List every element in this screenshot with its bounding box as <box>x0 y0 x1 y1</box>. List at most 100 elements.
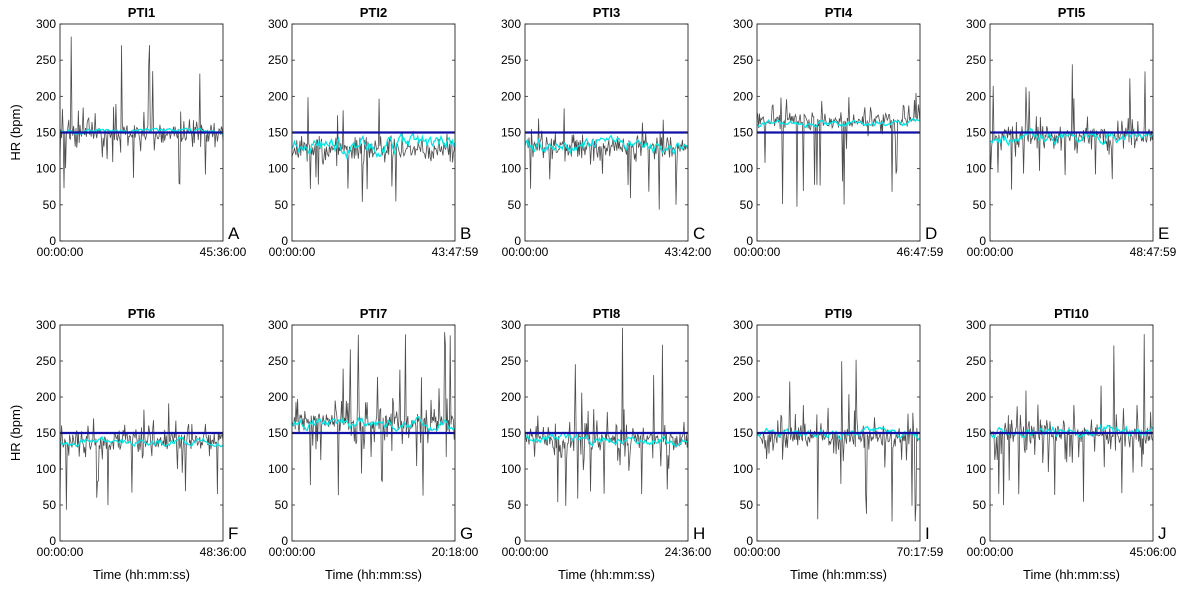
x-axis-label: Time (hh:mm:ss) <box>558 567 655 582</box>
y-tick-label: 50 <box>740 198 754 212</box>
x-tick-label-end: 43:47:59 <box>432 245 479 259</box>
x-axis-label: Time (hh:mm:ss) <box>325 567 422 582</box>
smoothed-hr-trace <box>59 127 224 135</box>
x-tick-label-end: 70:17:59 <box>897 545 944 559</box>
y-tick-label: 100 <box>501 462 521 476</box>
smoothed-hr-trace <box>524 431 689 448</box>
y-tick-label: 100 <box>733 162 753 176</box>
panel-letter: H <box>693 524 705 543</box>
smoothed-hr-trace <box>291 415 456 433</box>
raw-hr-trace <box>756 359 921 522</box>
panel-letter: A <box>228 224 240 243</box>
y-tick-label: 300 <box>733 17 753 31</box>
y-tick-label: 100 <box>966 462 986 476</box>
y-tick-label: 100 <box>501 162 521 176</box>
x-tick-label-end: 20:18:00 <box>432 545 479 559</box>
y-tick-label: 250 <box>733 53 753 67</box>
y-tick-label: 300 <box>501 318 521 332</box>
y-tick-label: 0 <box>979 234 986 248</box>
y-tick-label: 300 <box>268 318 288 332</box>
y-tick-label: 200 <box>733 89 753 103</box>
y-tick-label: 50 <box>508 198 522 212</box>
y-tick-label: 150 <box>268 426 288 440</box>
panel-pti3: 0 50 100 150 200 250 300 00:00:00 43:42:00 PTI3 C <box>501 5 712 259</box>
x-tick-label-start: 00:00:00 <box>37 245 84 259</box>
y-tick-label: 250 <box>268 354 288 368</box>
smoothed-hr-trace <box>59 435 224 448</box>
y-tick-label: 0 <box>281 234 288 248</box>
y-tick-label: 300 <box>966 318 986 332</box>
raw-hr-trace <box>524 108 689 210</box>
y-tick-label: 0 <box>49 534 56 548</box>
y-tick-label: 50 <box>973 498 987 512</box>
y-tick-label: 0 <box>514 234 521 248</box>
y-tick-label: 50 <box>275 198 289 212</box>
x-tick-label-start: 00:00:00 <box>37 545 84 559</box>
x-tick-label-start: 00:00:00 <box>734 245 781 259</box>
y-tick-label: 50 <box>43 498 57 512</box>
panel-title: PTI5 <box>1058 5 1085 20</box>
smoothed-hr-trace <box>756 118 921 129</box>
panel-letter: F <box>228 524 238 543</box>
y-tick-label: 250 <box>268 53 288 67</box>
x-tick-label-end: 45:06:00 <box>1130 545 1177 559</box>
panel-pti2: 0 50 100 150 200 250 300 00:00:00 43:47:59 PTI2 B <box>268 5 479 259</box>
x-tick-label-end: 43:42:00 <box>665 245 712 259</box>
raw-hr-trace <box>989 64 1154 190</box>
y-tick-label: 100 <box>966 162 986 176</box>
raw-hr-trace <box>756 92 921 207</box>
panel-title: PTI2 <box>360 5 387 20</box>
panel-letter: D <box>925 224 937 243</box>
panel-title: PTI3 <box>593 5 620 20</box>
x-axis-label: Time (hh:mm:ss) <box>790 567 887 582</box>
x-axis-label: Time (hh:mm:ss) <box>93 567 190 582</box>
y-tick-label: 150 <box>36 426 56 440</box>
panel-pti10: 0 50 100 150 200 250 300 00:00:00 45:06:00 PTI10 J… <box>966 306 1177 582</box>
y-tick-label: 250 <box>501 53 521 67</box>
x-tick-label-end: 45:36:00 <box>200 245 247 259</box>
panel-title: PTI1 <box>128 5 155 20</box>
y-tick-label: 200 <box>501 89 521 103</box>
y-tick-label: 200 <box>268 390 288 404</box>
y-tick-label: 200 <box>733 390 753 404</box>
x-tick-label-start: 00:00:00 <box>502 245 549 259</box>
y-tick-label: 150 <box>268 126 288 140</box>
y-tick-label: 150 <box>501 426 521 440</box>
panel-pti8: 0 50 100 150 200 250 300 00:00:00 24:36:00 PTI8 H T… <box>501 306 712 582</box>
y-tick-label: 300 <box>501 17 521 31</box>
panel-pti5: 0 50 100 150 200 250 300 00:00:00 48:47:59 PTI5 E <box>966 5 1177 259</box>
y-tick-label: 200 <box>966 89 986 103</box>
x-tick-label-start: 00:00:00 <box>734 545 781 559</box>
y-tick-label: 100 <box>268 462 288 476</box>
panel-letter: C <box>693 224 705 243</box>
raw-hr-trace <box>989 334 1154 506</box>
y-tick-label: 0 <box>746 534 753 548</box>
y-tick-label: 100 <box>733 462 753 476</box>
panel-letter: J <box>1158 524 1167 543</box>
y-tick-label: 100 <box>36 462 56 476</box>
y-tick-label: 0 <box>514 534 521 548</box>
y-tick-label: 0 <box>746 234 753 248</box>
x-tick-label-start: 00:00:00 <box>502 545 549 559</box>
y-tick-label: 0 <box>281 534 288 548</box>
y-tick-label: 250 <box>36 53 56 67</box>
panel-pti6: 0 50 100 150 200 250 300 00:00:00 48:36:00 PTI6 F H… <box>8 306 247 582</box>
y-tick-label: 50 <box>275 498 289 512</box>
y-tick-label: 300 <box>36 17 56 31</box>
x-tick-label-end: 48:47:59 <box>1130 245 1177 259</box>
panel-pti1: 0 50 100 150 200 250 300 00:00:00 45:36:00 PTI1 A H… <box>8 5 247 259</box>
y-tick-label: 150 <box>733 426 753 440</box>
panel-pti7: 0 50 100 150 200 250 300 00:00:00 20:18:00 PTI7 G T… <box>268 306 479 582</box>
y-tick-label: 250 <box>501 354 521 368</box>
panel-letter: E <box>1158 224 1169 243</box>
panel-letter: B <box>460 224 471 243</box>
y-tick-label: 0 <box>49 234 56 248</box>
y-tick-label: 150 <box>733 126 753 140</box>
smoothed-hr-trace <box>756 425 921 441</box>
y-tick-label: 150 <box>966 426 986 440</box>
panel-title: PTI8 <box>593 306 620 321</box>
y-tick-label: 200 <box>268 89 288 103</box>
panel-pti4: 0 50 100 150 200 250 300 00:00:00 46:47:59 PTI4 D <box>733 5 944 259</box>
x-tick-label-start: 00:00:00 <box>269 245 316 259</box>
